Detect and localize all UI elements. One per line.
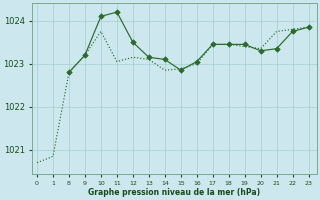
X-axis label: Graphe pression niveau de la mer (hPa): Graphe pression niveau de la mer (hPa) bbox=[88, 188, 260, 197]
